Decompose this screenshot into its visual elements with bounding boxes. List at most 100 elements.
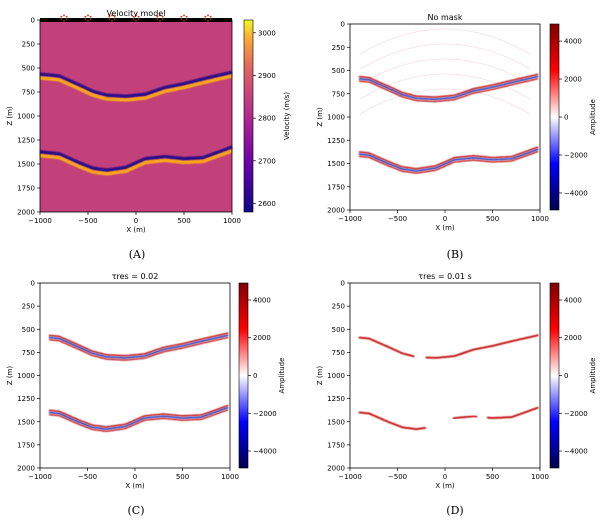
y-tick-label: 1750 bbox=[327, 183, 345, 191]
colorbar-tick-label: 2000 bbox=[564, 334, 582, 342]
x-tick-label: −500 bbox=[388, 215, 407, 223]
x-tick-label: 1000 bbox=[223, 217, 241, 225]
x-tick-label: −500 bbox=[78, 473, 97, 481]
y-tick-label: 1250 bbox=[17, 395, 35, 403]
x-tick-label: −1000 bbox=[338, 473, 362, 481]
x-tick-label: 1000 bbox=[531, 473, 549, 481]
y-tick-label: 1750 bbox=[17, 185, 35, 193]
y-tick-label: 750 bbox=[22, 89, 35, 97]
x-tick-label: 0 bbox=[134, 217, 138, 225]
x-tick-label: 1000 bbox=[531, 215, 549, 223]
reflector-1-positive bbox=[358, 73, 539, 98]
colorbar-label: Amplitude bbox=[589, 358, 597, 394]
y-axis-label: Z (m) bbox=[316, 366, 324, 386]
panel-title: τres = 0.01 s bbox=[418, 272, 471, 281]
colorbar bbox=[243, 19, 254, 213]
panel-caption: (C) bbox=[128, 504, 145, 517]
y-tick-label: 1750 bbox=[17, 441, 35, 449]
reflector-2-negative bbox=[48, 407, 229, 430]
reflector-2-positive bbox=[358, 146, 539, 170]
y-tick-label: 250 bbox=[22, 303, 35, 311]
velocity-interface-2-bright bbox=[39, 149, 233, 176]
velocity-interface-1-dark bbox=[39, 70, 233, 99]
y-tick-label: 2000 bbox=[17, 465, 35, 473]
y-axis-label: Z (m) bbox=[6, 366, 14, 386]
x-axis-label: X (m) bbox=[125, 482, 145, 490]
migration-noise bbox=[359, 88, 531, 115]
colorbar bbox=[238, 282, 249, 469]
reflector-1-positive bbox=[48, 332, 229, 357]
panel-d: −1000 −500 0 500 1000 0 250 500 750 1000 1250 1500 1… bbox=[316, 272, 597, 517]
x-tick-label: 0 bbox=[133, 473, 137, 481]
x-tick-label: −1000 bbox=[28, 473, 52, 481]
y-tick-label: 1500 bbox=[327, 418, 345, 426]
reflector-2-negative bbox=[358, 148, 539, 172]
colorbar-tick-label: 2000 bbox=[564, 76, 582, 84]
colorbar-tick-label: 4000 bbox=[564, 38, 582, 46]
x-axis-label: X (m) bbox=[435, 224, 455, 232]
colorbar-label: Velocity (m/s) bbox=[283, 92, 291, 140]
reflector-1-positive bbox=[425, 334, 539, 359]
y-tick-label: 500 bbox=[22, 65, 35, 73]
colorbar-tick-label: −2000 bbox=[564, 410, 588, 418]
panel-a: −1000 −500 0 500 1000 0 250 500 750 1000 1250 1500 1… bbox=[6, 9, 291, 261]
x-tick-label: 500 bbox=[486, 215, 499, 223]
y-axis-label: Z (m) bbox=[316, 107, 324, 127]
x-tick-label: 0 bbox=[443, 215, 447, 223]
y-tick-label: 250 bbox=[332, 44, 345, 52]
y-tick-label: 2000 bbox=[327, 465, 345, 473]
reflector-2-positive bbox=[452, 415, 478, 420]
migration-noise bbox=[359, 28, 531, 55]
y-tick-label: 0 bbox=[31, 280, 35, 288]
velocity-interface-2-dark bbox=[39, 145, 233, 172]
reflector-1-negative bbox=[48, 334, 229, 359]
colorbar-tick-label: 2700 bbox=[258, 157, 276, 165]
colorbar-tick-label: 2000 bbox=[253, 334, 271, 342]
reflector-2-positive bbox=[358, 411, 427, 431]
x-tick-label: 500 bbox=[486, 473, 499, 481]
reflector-2-positive bbox=[486, 406, 539, 419]
y-tick-label: 1500 bbox=[327, 160, 345, 168]
y-tick-label: 750 bbox=[22, 349, 35, 357]
panel-title: Velocity model bbox=[107, 9, 166, 18]
panel-caption: (D) bbox=[446, 504, 463, 517]
colorbar-label: Amplitude bbox=[589, 99, 597, 135]
reflector-1-positive-lower bbox=[48, 336, 229, 361]
colorbar bbox=[549, 282, 560, 469]
x-tick-label: 500 bbox=[176, 473, 189, 481]
reflector-1-positive-lower bbox=[358, 78, 539, 103]
y-axis-label: Z (m) bbox=[6, 106, 14, 126]
y-tick-label: 1500 bbox=[17, 418, 35, 426]
x-tick-label: 1000 bbox=[221, 473, 239, 481]
y-tick-label: 1000 bbox=[327, 372, 345, 380]
reflector-1-negative bbox=[358, 75, 539, 101]
y-tick-label: 500 bbox=[332, 67, 345, 75]
colorbar-tick-label: 4000 bbox=[253, 296, 271, 304]
y-tick-label: 1250 bbox=[327, 395, 345, 403]
colorbar-tick-label: −4000 bbox=[564, 189, 588, 197]
x-tick-label: 0 bbox=[443, 473, 447, 481]
y-tick-label: 500 bbox=[22, 326, 35, 334]
plot-area bbox=[350, 283, 540, 468]
x-tick-label: −500 bbox=[78, 217, 97, 225]
plot-area bbox=[40, 20, 232, 212]
panel-c: −1000 −500 0 500 1000 0 250 500 750 1000 1250 1500 1… bbox=[6, 272, 286, 517]
y-tick-label: 250 bbox=[332, 303, 345, 311]
y-tick-label: 1250 bbox=[17, 137, 35, 145]
y-tick-label: 1000 bbox=[17, 372, 35, 380]
colorbar-tick-label: 2900 bbox=[258, 72, 276, 80]
panel-caption: (B) bbox=[447, 248, 464, 261]
panel-title: τres = 0.02 bbox=[112, 272, 159, 281]
x-tick-label: −1000 bbox=[338, 215, 362, 223]
y-tick-label: 1250 bbox=[327, 137, 345, 145]
reflector-2-positive bbox=[48, 404, 229, 428]
y-tick-label: 1750 bbox=[327, 441, 345, 449]
colorbar-tick-label: 4000 bbox=[564, 296, 582, 304]
colorbar-tick-label: 3000 bbox=[258, 29, 276, 37]
colorbar-tick-label: 0 bbox=[564, 372, 568, 380]
panel-b: −1000 −500 0 500 1000 0 250 500 750 1000 1250 1500 1… bbox=[316, 13, 597, 261]
y-tick-label: 0 bbox=[341, 21, 345, 29]
y-tick-label: 750 bbox=[332, 349, 345, 357]
x-tick-label: 500 bbox=[177, 217, 190, 225]
